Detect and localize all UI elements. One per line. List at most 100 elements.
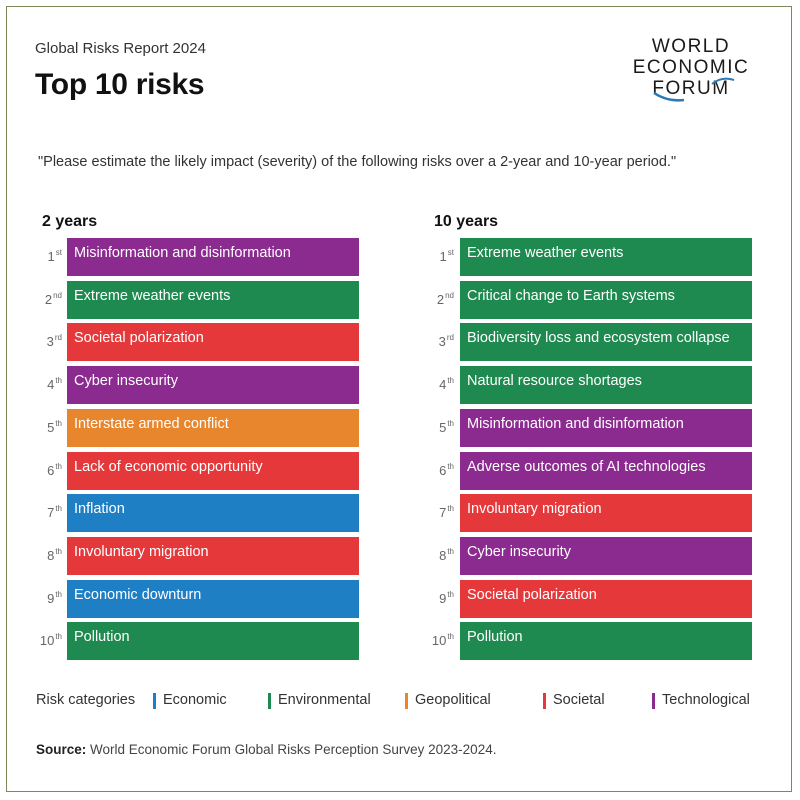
rank-number: 7 (47, 505, 55, 521)
figure-frame (6, 6, 792, 792)
legend-label: Environmental (278, 692, 371, 708)
risk-bar: Involuntary migration (460, 494, 752, 533)
logo-arc-icon (653, 77, 735, 102)
logo-line-1: WORLD (651, 36, 731, 57)
rank-suffix: th (447, 418, 454, 428)
rank-suffix: th (55, 504, 62, 514)
rank-number: 8 (439, 547, 447, 563)
rank-suffix: th (55, 376, 62, 386)
rank-number: 5 (47, 419, 55, 435)
rank-suffix: nd (53, 290, 62, 300)
rank-number: 10 (39, 633, 55, 649)
risk-bar: Biodiversity loss and ecosystem collapse (460, 323, 752, 362)
rank-label: 1st (424, 248, 454, 264)
rank-suffix: th (55, 632, 62, 642)
rank-number: 8 (47, 547, 55, 563)
rank-label: 3rd (32, 333, 62, 349)
wef-logo: WORLD ECONOMIC FORUM (616, 36, 766, 116)
rank-number: 6 (439, 462, 447, 478)
rank-number: 3 (438, 334, 446, 350)
rank-label: 2nd (424, 291, 454, 307)
survey-question: "Please estimate the likely impact (seve… (38, 154, 677, 170)
rank-label: 5th (424, 419, 454, 435)
rank-label: 2nd (32, 291, 62, 307)
rank-number: 9 (439, 590, 447, 606)
rank-number: 1 (439, 249, 447, 264)
rank-suffix: th (447, 376, 454, 386)
rank-suffix: th (55, 418, 62, 428)
legend-label: Economic (163, 692, 227, 708)
rank-suffix: th (55, 546, 62, 556)
risk-bar: Cyber insecurity (460, 536, 752, 575)
rank-suffix: th (447, 546, 454, 556)
rank-label: 5th (32, 419, 62, 435)
rank-suffix: th (447, 461, 454, 471)
rank-number: 1 (47, 249, 55, 264)
rank-suffix: rd (54, 333, 62, 343)
rank-label: 8th (424, 547, 454, 563)
column-header-10-years: 10 years (434, 213, 499, 230)
rank-suffix: st (447, 248, 454, 257)
risk-bar: Adverse outcomes of AI technologies (460, 451, 752, 490)
rank-label: 6th (32, 462, 62, 478)
rank-suffix: th (447, 632, 454, 642)
risk-bar: Societal polarization (460, 579, 752, 618)
risk-bar: Involuntary migration (67, 536, 359, 575)
rank-suffix: nd (445, 290, 454, 300)
rank-number: 3 (46, 334, 54, 350)
legend-swatch (543, 693, 546, 709)
risk-bar: Natural resource shortages (460, 366, 752, 405)
rank-number: 9 (47, 590, 55, 606)
rank-suffix: th (447, 504, 454, 514)
rank-label: 3rd (424, 333, 454, 349)
rank-number: 2 (436, 291, 445, 307)
risk-bar: Misinformation and disinformation (460, 408, 752, 447)
rank-number: 7 (439, 505, 447, 521)
rank-suffix: th (55, 589, 62, 599)
rank-suffix: th (447, 589, 454, 599)
risk-bar: Critical change to Earth systems (460, 280, 752, 319)
risk-bar: Extreme weather events (460, 238, 752, 276)
rank-label: 9th (424, 590, 454, 606)
rank-label: 7th (32, 504, 62, 520)
legend-swatch (652, 693, 655, 709)
risk-bar: Misinformation and disinformation (67, 238, 359, 276)
page-title: Top 10 risks (35, 68, 205, 101)
rank-suffix: th (55, 461, 62, 471)
column-header-2-years: 2 years (42, 213, 98, 230)
rank-number: 5 (439, 419, 447, 435)
source-text: World Economic Forum Global Risks Percep… (90, 742, 497, 757)
logo-line-2: ECONOMIC (632, 57, 750, 78)
legend-label: Geopolitical (415, 692, 491, 708)
legend-title: Risk categories (36, 692, 136, 708)
rank-label: 9th (32, 590, 62, 606)
risk-bar: Extreme weather events (67, 280, 359, 319)
rank-label: 10th (32, 632, 62, 648)
rank-number: 4 (439, 377, 447, 393)
rank-number: 4 (47, 377, 55, 393)
rank-suffix: st (55, 248, 62, 257)
logo-line-3: FORUM (652, 78, 730, 99)
source-label: Source: (36, 742, 87, 757)
risk-bar: Pollution (67, 622, 359, 661)
risk-bar: Cyber insecurity (67, 366, 359, 405)
rank-label: 6th (424, 462, 454, 478)
legend-swatch (405, 693, 408, 709)
risk-bar: Pollution (460, 622, 752, 661)
legend-swatch (268, 693, 271, 709)
rank-label: 1st (32, 248, 62, 264)
legend-label: Technological (662, 692, 750, 708)
rank-label: 4th (32, 376, 62, 392)
risk-bar: Societal polarization (67, 323, 359, 362)
rank-label: 4th (424, 376, 454, 392)
legend-swatch (153, 693, 156, 709)
rank-label: 7th (424, 504, 454, 520)
risk-bar: Lack of economic opportunity (67, 451, 359, 490)
risk-bar: Interstate armed conflict (67, 408, 359, 447)
legend-label: Societal (553, 692, 605, 708)
report-subtitle: Global Risks Report 2024 (35, 40, 206, 57)
rank-suffix: rd (446, 333, 454, 343)
rank-label: 8th (32, 547, 62, 563)
risk-bar: Economic downturn (67, 579, 359, 618)
rank-number: 6 (47, 462, 55, 478)
